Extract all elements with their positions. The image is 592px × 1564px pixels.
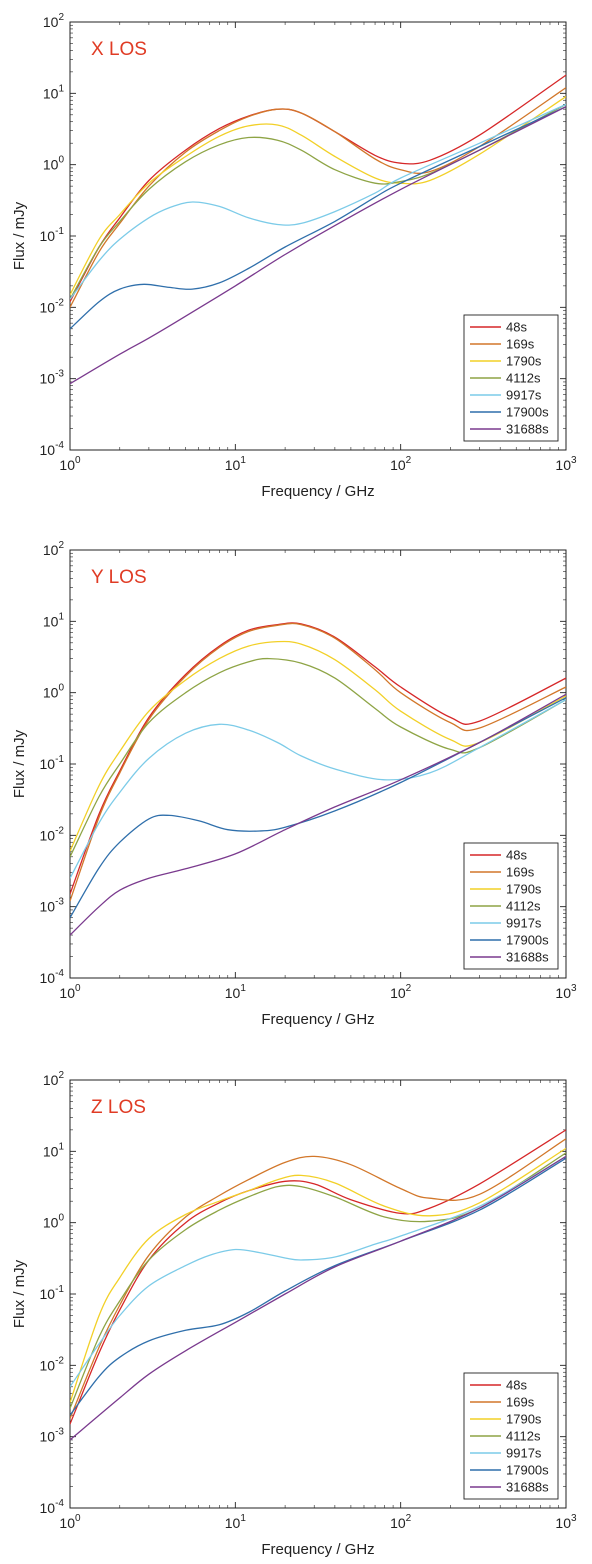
y-tick-label: 10-1: [40, 1284, 65, 1302]
y-axis-label: Flux / mJy: [11, 201, 28, 270]
legend-label: 48s: [506, 320, 527, 335]
panel-label: Y LOS: [91, 567, 147, 588]
chart-panel-1: 100 101 102 103 10-4 10-3 10-2 10-1 100 101 102 Fre…: [11, 12, 577, 500]
series-line-9917s: [70, 699, 566, 879]
y-tick-label: 10-4: [40, 440, 65, 458]
series-lines: [70, 622, 566, 936]
series-line-48s: [70, 1129, 566, 1425]
x-tick-label: 100: [59, 983, 81, 1001]
x-tick-label: 103: [555, 1513, 577, 1531]
y-tick-label: 102: [43, 1070, 65, 1088]
legend: 48s 169s 1790s 4112s 9917s 17900s 31688s: [463, 1372, 559, 1500]
y-tick-label: 101: [43, 611, 65, 629]
series-line-31688s: [70, 1155, 566, 1441]
series-line-48s: [70, 622, 566, 895]
y-tick-label: 101: [43, 83, 65, 101]
y-tick-label: 100: [43, 155, 65, 173]
series-line-9917s: [70, 1155, 566, 1388]
legend-label: 31688s: [506, 950, 549, 965]
legend-label: 17900s: [506, 933, 549, 948]
series-lines: [70, 1129, 566, 1441]
x-tick-label: 100: [59, 1513, 81, 1531]
y-tick-label: 100: [43, 683, 65, 701]
x-tick-label: 101: [225, 983, 247, 1001]
series-line-17900s: [70, 106, 566, 330]
x-tick-label: 101: [225, 455, 247, 473]
y-tick-label: 10-3: [40, 369, 65, 387]
legend-label: 1790s: [506, 354, 542, 369]
panel-label: X LOS: [91, 39, 147, 60]
x-tick-label: 103: [555, 983, 577, 1001]
series-line-31688s: [70, 106, 566, 385]
x-tick-label: 100: [59, 455, 81, 473]
y-tick-label: 101: [43, 1141, 65, 1159]
series-line-31688s: [70, 693, 566, 936]
legend-label: 48s: [506, 848, 527, 863]
x-axis-label: Frequency / GHz: [261, 483, 374, 500]
legend-label: 169s: [506, 865, 535, 880]
minor-ticks: [70, 1080, 566, 1508]
legend-label: 31688s: [506, 1480, 549, 1495]
y-axis-label: Flux / mJy: [11, 1259, 28, 1328]
x-tick-label: 102: [390, 983, 412, 1001]
y-tick-label: 10-2: [40, 825, 65, 843]
x-tick-label: 102: [390, 455, 412, 473]
x-axis-label: Frequency / GHz: [261, 1011, 374, 1028]
y-tick-label: 10-1: [40, 754, 65, 772]
legend-label: 17900s: [506, 405, 549, 420]
y-tick-label: 10-1: [40, 226, 65, 244]
legend-label: 4112s: [506, 1429, 541, 1444]
y-axis-label: Flux / mJy: [11, 729, 28, 798]
legend-label: 169s: [506, 1395, 535, 1410]
legend-label: 31688s: [506, 422, 549, 437]
y-tick-label: 102: [43, 12, 65, 30]
legend-label: 169s: [506, 337, 535, 352]
y-tick-label: 10-2: [40, 297, 65, 315]
x-tick-label: 102: [390, 1513, 412, 1531]
series-line-4112s: [70, 103, 566, 300]
legend-label: 48s: [506, 1378, 527, 1393]
chart-panel-2: 100 101 102 103 10-4 10-3 10-2 10-1 100 101 102 Fre…: [11, 540, 577, 1028]
series-line-1790s: [70, 640, 566, 852]
legend: 48s 169s 1790s 4112s 9917s 17900s 31688s: [463, 842, 559, 970]
chart-panel-3: 100 101 102 103 10-4 10-3 10-2 10-1 100 101 102 Fre…: [11, 1070, 577, 1558]
legend-label: 4112s: [506, 899, 541, 914]
y-tick-label: 10-3: [40, 1427, 65, 1445]
y-tick-label: 100: [43, 1213, 65, 1231]
legend-label: 9917s: [506, 916, 542, 931]
series-line-1790s: [70, 96, 566, 296]
series-line-169s: [70, 1138, 566, 1419]
legend-label: 4112s: [506, 371, 541, 386]
legend-label: 9917s: [506, 1446, 542, 1461]
y-tick-label: 10-2: [40, 1355, 65, 1373]
series-line-1790s: [70, 1147, 566, 1403]
panel-label: Z LOS: [91, 1097, 146, 1118]
legend: 48s 169s 1790s 4112s 9917s 17900s 31688s: [463, 314, 559, 442]
y-tick-label: 102: [43, 540, 65, 558]
series-line-9917s: [70, 103, 566, 300]
legend-label: 1790s: [506, 1412, 542, 1427]
y-tick-label: 10-3: [40, 897, 65, 915]
legend-label: 9917s: [506, 388, 542, 403]
series-line-4112s: [70, 657, 566, 858]
series-lines: [70, 74, 566, 385]
series-line-17900s: [70, 697, 566, 919]
series-line-17900s: [70, 1157, 566, 1416]
y-tick-label: 10-4: [40, 1498, 65, 1516]
x-tick-label: 103: [555, 455, 577, 473]
series-line-4112s: [70, 1152, 566, 1409]
series-line-169s: [70, 622, 566, 902]
legend-label: 17900s: [506, 1463, 549, 1478]
x-tick-label: 101: [225, 1513, 247, 1531]
x-axis-label: Frequency / GHz: [261, 1541, 374, 1558]
legend-label: 1790s: [506, 882, 542, 897]
y-tick-label: 10-4: [40, 968, 65, 986]
